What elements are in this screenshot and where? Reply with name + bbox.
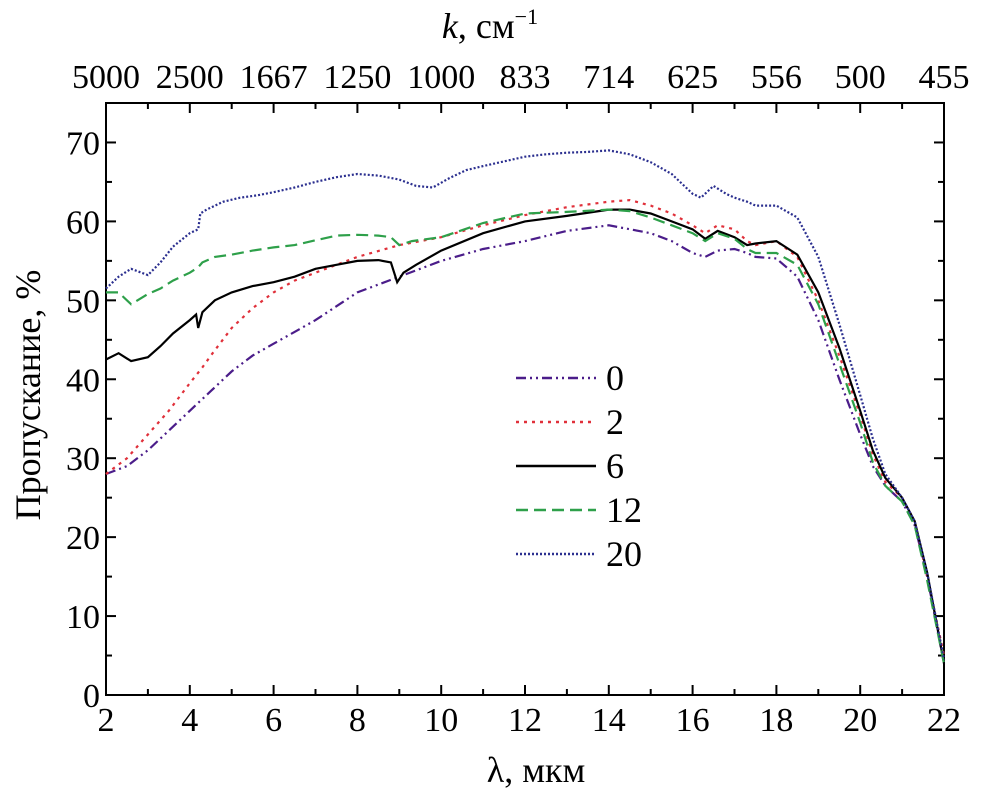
- y-tick-label: 0: [83, 678, 100, 715]
- x-tick-label: 4: [181, 702, 198, 739]
- top-axis-title: k, см−1: [442, 4, 538, 46]
- series-line-20: [105, 149, 946, 660]
- legend-label-6: 6: [606, 446, 624, 486]
- y-tick-label: 10: [66, 599, 100, 636]
- y-tick-label: 30: [66, 441, 100, 478]
- x-tick-label: 6: [265, 702, 282, 739]
- top-tick-label: 714: [583, 59, 634, 96]
- top-tick-label: 2500: [156, 59, 224, 96]
- top-tick-label: 1667: [240, 59, 308, 96]
- top-axis-title-unit: , см: [458, 6, 515, 46]
- x-tick-label: 14: [592, 702, 626, 739]
- x-tick-label: 10: [424, 702, 458, 739]
- y-tick-label: 60: [66, 204, 100, 241]
- top-tick-label: 500: [835, 59, 886, 96]
- series-line-0: [105, 224, 946, 664]
- y-tick-label: 50: [66, 283, 100, 320]
- y-tick-label: 70: [66, 125, 100, 162]
- top-axis-title-k: k: [442, 6, 459, 46]
- series-layer: [105, 149, 946, 664]
- x-tick-label: 18: [759, 702, 793, 739]
- legend-label-0: 0: [606, 358, 624, 398]
- legend-label-2: 2: [606, 402, 624, 442]
- series-line-2: [105, 198, 946, 656]
- x-tick-label: 2: [98, 702, 115, 739]
- top-tick-label: 833: [500, 59, 551, 96]
- x-tick-label: 20: [843, 702, 877, 739]
- legend-label-12: 12: [606, 490, 642, 530]
- series-line-12: [106, 208, 946, 664]
- x-axis-title: λ, мкм: [487, 750, 586, 790]
- plot-area: [105, 102, 945, 696]
- x-tick-label: 8: [349, 702, 366, 739]
- y-tick-label: 20: [66, 520, 100, 557]
- top-tick-label: 5000: [72, 59, 140, 96]
- top-tick-label: 1250: [323, 59, 391, 96]
- legend-label-20: 20: [606, 534, 642, 574]
- plot-border: [105, 102, 945, 696]
- top-tick-label: 455: [919, 59, 970, 96]
- x-tick-label: 22: [927, 702, 961, 739]
- series-line-6: [105, 208, 946, 664]
- top-tick-label: 556: [751, 59, 802, 96]
- x-tick-label: 12: [508, 702, 542, 739]
- y-axis-title: Пропускание, %: [8, 270, 48, 521]
- x-tick-label: 16: [676, 702, 710, 739]
- top-tick-label: 625: [667, 59, 718, 96]
- y-tick-label: 40: [66, 362, 100, 399]
- axis-ticks: [105, 102, 945, 696]
- top-axis-title-exp: −1: [515, 4, 538, 29]
- top-tick-label: 1000: [407, 59, 475, 96]
